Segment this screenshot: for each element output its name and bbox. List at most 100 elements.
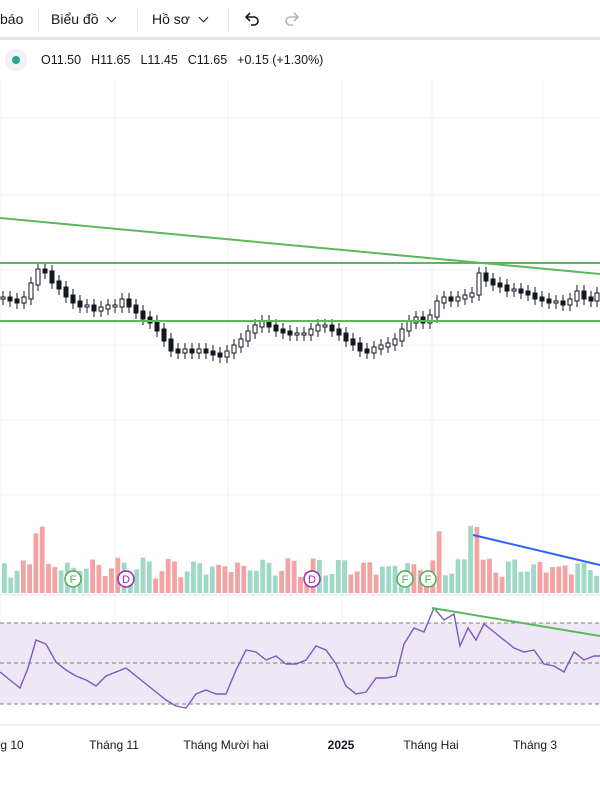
- volume-bar: [172, 561, 177, 593]
- volume-bar: [411, 564, 417, 593]
- candle-body: [588, 296, 594, 302]
- candle-body: [385, 342, 391, 348]
- candle-body: [245, 330, 251, 342]
- candle-body: [574, 290, 580, 302]
- volume-bar: [165, 558, 171, 593]
- volume-bar: [222, 566, 228, 593]
- volume-bar: [594, 575, 599, 593]
- volume-bar: [512, 559, 518, 593]
- time-axis-label: 2025: [327, 738, 355, 752]
- volume-bar: [266, 562, 272, 593]
- event-marker-circle: [419, 570, 437, 588]
- profile-menu-button[interactable]: Hồ sơ: [152, 0, 209, 38]
- candle-body: [364, 348, 370, 354]
- volume-bar: [272, 575, 278, 593]
- undo-button[interactable]: [242, 0, 262, 38]
- event-marker-label: D: [122, 574, 130, 586]
- candle-body: [56, 280, 62, 290]
- volume-bar: [323, 575, 329, 593]
- event-marker-circle: [303, 570, 321, 588]
- candle-body: [357, 342, 363, 352]
- rsi-band: [0, 623, 600, 704]
- volume-bar: [228, 572, 234, 593]
- candle-body: [77, 300, 83, 308]
- candle-body: [175, 348, 181, 354]
- candle-body: [490, 278, 496, 286]
- candle-body: [98, 306, 104, 312]
- candle-body: [140, 310, 146, 320]
- candle-body: [196, 348, 202, 354]
- profile-menu-label: Hồ sơ: [152, 11, 190, 27]
- time-axis-label: Tháng 3: [512, 738, 558, 752]
- candle-body: [343, 332, 349, 342]
- candle-body: [252, 324, 258, 334]
- candle-body: [231, 344, 237, 354]
- candle-body: [0, 296, 6, 300]
- chart-menu-label: Biểu đồ: [51, 11, 99, 27]
- candle-body: [539, 296, 545, 302]
- chevron-down-icon: [198, 12, 209, 22]
- volume-bar: [115, 557, 121, 593]
- candle-body: [126, 298, 132, 308]
- candle-body: [560, 300, 566, 306]
- candle-body: [42, 268, 48, 274]
- candle-body: [308, 328, 314, 336]
- volume-bar: [39, 526, 45, 593]
- candle-body: [504, 284, 510, 292]
- volume-bar: [96, 564, 102, 593]
- volume-bar: [354, 571, 360, 593]
- volume-bar: [348, 574, 354, 593]
- volume-bar: [392, 565, 398, 593]
- volume-bar: [443, 575, 448, 593]
- volume-bar: [285, 558, 291, 593]
- volume-bar: [581, 562, 587, 593]
- volume-bar: [191, 561, 196, 593]
- candle-body: [294, 332, 300, 336]
- candle-body: [119, 298, 125, 308]
- candle-body: [441, 296, 447, 304]
- volume-bar: [83, 568, 89, 593]
- chart-grid: [0, 80, 600, 726]
- volume-bar: [146, 561, 152, 593]
- event-marker-label: D: [308, 574, 316, 586]
- time-axis-label: Tháng Mười hai: [183, 738, 269, 752]
- volume-bar: [524, 571, 530, 593]
- chart-menu-button[interactable]: Biểu đồ: [51, 0, 117, 38]
- volume-bar: [90, 559, 95, 593]
- volume-bar: [550, 567, 555, 593]
- candle-body: [427, 314, 433, 324]
- candle-body: [594, 292, 600, 302]
- volume-bar: [241, 565, 247, 593]
- toolbar-divider: [228, 9, 229, 31]
- volume-bar: [380, 566, 385, 593]
- redo-button[interactable]: [282, 0, 302, 38]
- volume-bar: [436, 531, 442, 593]
- candle-body: [168, 338, 174, 352]
- candle-body: [518, 288, 524, 294]
- rsi-trendline: [431, 607, 600, 637]
- candle-body: [287, 330, 293, 336]
- event-marker-circle: [117, 570, 135, 588]
- alert-button[interactable]: báo: [0, 0, 23, 38]
- candle-body: [525, 290, 531, 296]
- volume-bar: [499, 576, 505, 593]
- volume-bar: [531, 564, 536, 593]
- candle-body: [84, 304, 90, 308]
- price-trendlines[interactable]: [0, 217, 600, 322]
- candle-body: [7, 296, 13, 302]
- volume-bar: [291, 560, 297, 593]
- candle-body: [350, 338, 356, 346]
- status-indicator[interactable]: [5, 49, 27, 71]
- candle-body: [532, 292, 538, 300]
- rsi-pane: [0, 606, 600, 709]
- event-marker-circle: [64, 570, 82, 588]
- volume-bar: [260, 559, 266, 593]
- candle-body: [315, 324, 321, 332]
- volume-bar: [386, 566, 392, 593]
- volume-bar: [335, 560, 341, 593]
- candle-body: [189, 348, 195, 354]
- candle-body: [105, 304, 111, 310]
- volume-bar: [569, 574, 574, 593]
